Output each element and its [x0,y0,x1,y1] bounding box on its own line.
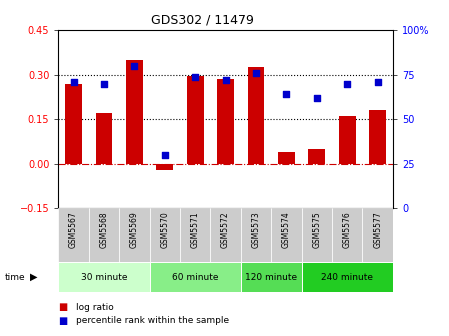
Text: GSM5570: GSM5570 [160,211,169,248]
Bar [180,208,211,262]
Bar [332,208,362,262]
Text: 60 minute: 60 minute [172,273,219,282]
Text: GSM5571: GSM5571 [191,211,200,248]
Bar [126,60,143,164]
Text: GSM5573: GSM5573 [251,211,260,248]
Bar [217,79,234,164]
Bar [65,84,82,164]
Text: percentile rank within the sample: percentile rank within the sample [76,317,229,325]
Point [131,63,138,69]
Bar [156,164,173,170]
Text: log ratio: log ratio [76,303,114,312]
Text: GDS302 / 11479: GDS302 / 11479 [150,13,254,27]
Bar [150,262,241,292]
Point [101,81,108,86]
Text: 30 minute: 30 minute [81,273,127,282]
Text: GSM5569: GSM5569 [130,211,139,248]
Point [343,81,351,86]
Point [192,74,199,79]
Bar [96,113,112,164]
Bar [58,262,150,292]
Text: ▶: ▶ [30,272,37,282]
Bar [278,152,295,164]
Bar [302,262,393,292]
Bar [187,76,203,164]
Point [70,79,77,85]
Bar [308,149,325,164]
Bar [150,208,180,262]
Point [222,77,229,83]
Text: GSM5577: GSM5577 [373,211,382,248]
Point [283,92,290,97]
Bar [241,262,302,292]
Bar [362,208,393,262]
Bar [248,67,264,164]
Text: GSM5572: GSM5572 [221,211,230,248]
Bar [211,208,241,262]
Bar [271,208,302,262]
Bar [89,208,119,262]
Bar [302,208,332,262]
Point [374,79,381,85]
Text: 120 minute: 120 minute [245,273,297,282]
Text: GSM5575: GSM5575 [313,211,321,248]
Text: GSM5574: GSM5574 [282,211,291,248]
Bar [119,208,150,262]
Point [252,70,260,76]
Point [161,152,168,158]
Text: GSM5567: GSM5567 [69,211,78,248]
Bar [58,208,89,262]
Text: GSM5568: GSM5568 [100,211,109,248]
Bar [339,116,356,164]
Bar [241,208,271,262]
Point [313,95,321,100]
Bar [370,110,386,164]
Text: time: time [4,273,25,282]
Text: ■: ■ [58,316,68,326]
Text: GSM5576: GSM5576 [343,211,352,248]
Text: ■: ■ [58,302,68,312]
Text: 240 minute: 240 minute [321,273,373,282]
